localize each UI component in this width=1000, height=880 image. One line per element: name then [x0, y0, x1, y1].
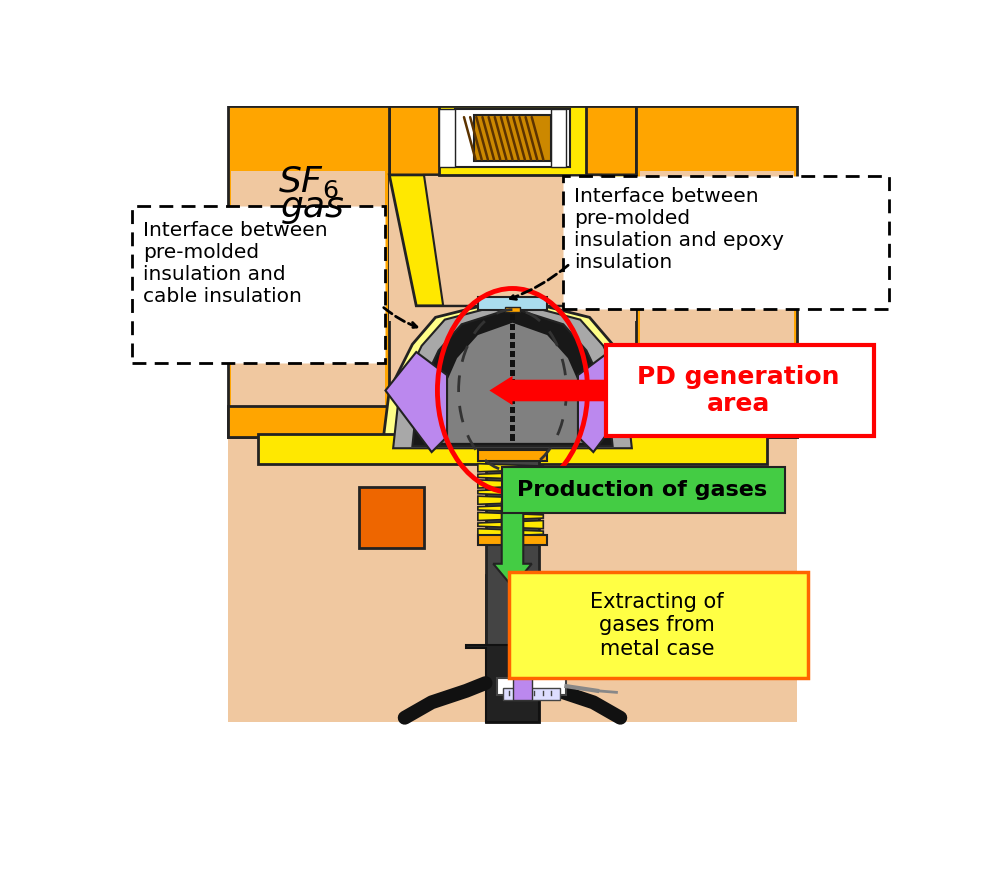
Bar — [510, 361, 515, 367]
Bar — [474, 114, 551, 161]
Text: Interface between
pre-molded
insulation and
cable insulation: Interface between pre-molded insulation … — [143, 221, 328, 306]
FancyBboxPatch shape — [563, 176, 889, 309]
Polygon shape — [478, 480, 543, 488]
Bar — [486, 576, 539, 722]
Polygon shape — [389, 175, 636, 306]
Bar — [358, 487, 424, 548]
Bar — [510, 435, 515, 441]
Polygon shape — [478, 529, 543, 537]
Polygon shape — [478, 496, 543, 504]
FancyBboxPatch shape — [606, 345, 874, 436]
Polygon shape — [478, 464, 543, 472]
Polygon shape — [424, 175, 601, 306]
Bar — [503, 688, 560, 700]
Bar — [486, 456, 539, 644]
FancyBboxPatch shape — [509, 572, 808, 678]
Polygon shape — [231, 171, 385, 433]
Polygon shape — [478, 488, 543, 496]
Polygon shape — [478, 504, 543, 512]
FancyBboxPatch shape — [502, 466, 785, 513]
Polygon shape — [551, 109, 566, 167]
Polygon shape — [385, 352, 447, 452]
Polygon shape — [228, 106, 797, 722]
Text: gas: gas — [280, 190, 344, 224]
Polygon shape — [412, 308, 613, 446]
Bar — [478, 535, 547, 545]
Polygon shape — [478, 512, 543, 521]
Bar — [510, 407, 515, 413]
FancyArrow shape — [489, 376, 609, 405]
Text: PD generation
area: PD generation area — [637, 364, 839, 416]
Bar — [510, 324, 515, 330]
Bar — [510, 333, 515, 339]
Bar — [510, 416, 515, 422]
Text: Extracting of
gases from
metal case: Extracting of gases from metal case — [590, 592, 724, 658]
Bar — [510, 388, 515, 394]
Polygon shape — [478, 472, 543, 480]
FancyBboxPatch shape — [132, 207, 385, 363]
Bar — [439, 106, 586, 175]
Bar — [455, 109, 570, 167]
Polygon shape — [640, 171, 794, 433]
Bar — [510, 314, 515, 320]
Bar — [510, 398, 515, 404]
Polygon shape — [228, 106, 389, 436]
Polygon shape — [578, 352, 640, 452]
Polygon shape — [636, 106, 797, 436]
Bar — [510, 351, 515, 357]
Bar — [478, 450, 547, 461]
Polygon shape — [389, 106, 636, 175]
Polygon shape — [478, 521, 543, 529]
Bar — [510, 425, 515, 431]
Bar — [512, 678, 532, 700]
Bar — [478, 297, 547, 310]
Polygon shape — [393, 302, 632, 448]
Text: Production of gases: Production of gases — [517, 480, 767, 500]
Polygon shape — [466, 644, 559, 722]
Polygon shape — [382, 298, 643, 452]
Polygon shape — [258, 435, 767, 464]
Bar — [505, 307, 520, 312]
Bar — [510, 370, 515, 376]
Polygon shape — [439, 109, 455, 167]
Bar — [497, 678, 566, 694]
Polygon shape — [228, 406, 797, 436]
Text: SF$_6$: SF$_6$ — [278, 165, 339, 201]
Polygon shape — [389, 175, 636, 321]
Bar — [510, 342, 515, 348]
Bar — [510, 379, 515, 385]
Polygon shape — [436, 323, 590, 443]
Text: Interface between
pre-molded
insulation and epoxy
insulation: Interface between pre-molded insulation … — [574, 187, 784, 272]
FancyArrow shape — [493, 502, 532, 587]
